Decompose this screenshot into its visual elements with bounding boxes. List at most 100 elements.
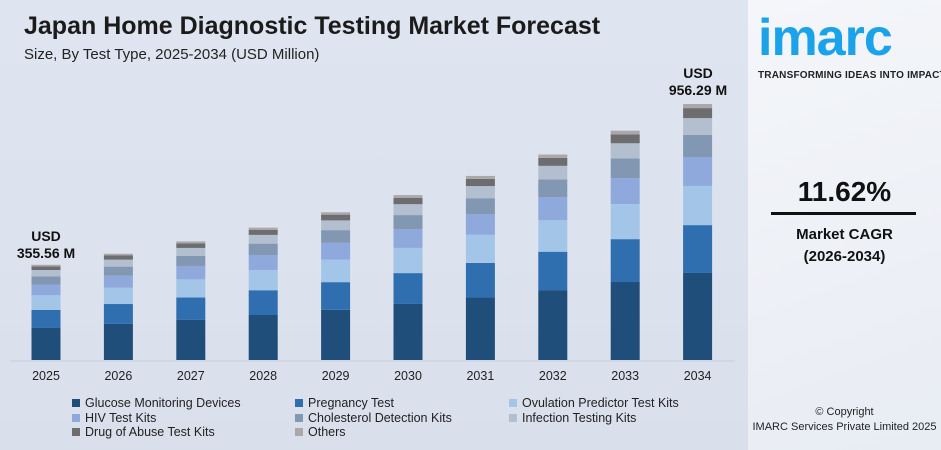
bar-segment-2026-0 — [103, 323, 133, 360]
bar-segment-2027-3 — [176, 265, 206, 280]
legend-item: Others — [295, 425, 509, 440]
bar-segment-2030-0 — [393, 303, 423, 360]
legend-label: Pregnancy Test — [308, 396, 394, 410]
legend: Glucose Monitoring Devices Pregnancy Test… — [72, 396, 709, 440]
brand-tagline: TRANSFORMING IDEAS INTO IMPACT — [758, 70, 941, 81]
bar-segment-2033-4 — [610, 158, 640, 179]
bar-segment-2031-7 — [465, 175, 495, 179]
legend-swatch — [72, 413, 80, 422]
bar-segment-2031-5 — [465, 186, 495, 199]
legend-label: Others — [308, 425, 346, 439]
legend-swatch — [72, 399, 80, 408]
chart-subtitle: Size, By Test Type, 2025-2034 (USD Milli… — [24, 46, 320, 63]
bar-segment-2027-2 — [176, 279, 206, 298]
cagr-divider — [771, 212, 916, 215]
bar-segment-2031-3 — [465, 214, 495, 235]
bar-segment-2025-4 — [31, 276, 61, 285]
bar-segment-2027-1 — [176, 297, 206, 320]
bar-segment-2030-2 — [393, 247, 423, 274]
bar-segment-2028-7 — [248, 227, 278, 230]
bar-segment-2032-1 — [538, 251, 568, 291]
legend-item: Ovulation Predictor Test Kits — [509, 396, 709, 411]
bar-segment-2025-0 — [31, 327, 61, 360]
bar-segment-2032-5 — [538, 165, 568, 180]
bar-segment-2033-6 — [610, 134, 640, 144]
bar-segment-2027-5 — [176, 247, 206, 256]
bar-segment-2032-6 — [538, 157, 568, 166]
bar-segment-2025-6 — [31, 266, 61, 271]
stacked-bar-chart: 2025 2026 2027 2028 2029 2030 2031 2032 2033 2034 — [10, 104, 735, 383]
x-tick-label: 2033 — [611, 369, 639, 383]
bar-segment-2034-5 — [683, 118, 713, 135]
x-tick-label: 2028 — [249, 369, 277, 383]
bar-segment-2034-6 — [683, 108, 713, 119]
annotation-2025-line1: USD — [31, 228, 61, 244]
bar-segment-2029-4 — [321, 230, 351, 243]
bar-segment-2033-0 — [610, 282, 640, 360]
bar-segment-2030-3 — [393, 229, 423, 248]
bar-segment-2030-5 — [393, 204, 423, 216]
legend-label: Drug of Abuse Test Kits — [85, 425, 215, 439]
x-tick-label: 2032 — [539, 369, 567, 383]
brand-panel — [748, 0, 941, 450]
bar-segment-2028-6 — [248, 229, 278, 235]
bar-segment-2026-1 — [103, 304, 133, 324]
bar-segment-2027-4 — [176, 255, 206, 266]
bar-segment-2025-5 — [31, 270, 61, 277]
x-tick-label: 2027 — [177, 369, 205, 383]
bar-segment-2029-5 — [321, 220, 351, 231]
bar-segment-2025-1 — [31, 309, 61, 328]
x-tick-label: 2031 — [466, 369, 494, 383]
copyright: © Copyright — [815, 406, 874, 418]
x-tick-label: 2025 — [32, 369, 60, 383]
legend-item: Infection Testing Kits — [509, 411, 709, 426]
bar-segment-2028-2 — [248, 269, 278, 291]
imarc-logo: imarc — [758, 9, 893, 67]
bar-segment-2028-0 — [248, 314, 278, 360]
bar-segment-2033-1 — [610, 239, 640, 283]
legend-item: HIV Test Kits — [72, 411, 295, 426]
bar-segment-2025-3 — [31, 284, 61, 296]
legend-swatch — [509, 399, 517, 408]
annotation-2025: USD 355.56 M — [10, 228, 82, 262]
bar-segment-2033-5 — [610, 143, 640, 159]
bar-segment-2029-3 — [321, 242, 351, 260]
bar-segment-2030-6 — [393, 197, 423, 205]
bar-segment-2034-2 — [683, 185, 713, 226]
legend-item: Drug of Abuse Test Kits — [72, 425, 295, 440]
legend-item: Pregnancy Test — [295, 396, 509, 411]
bar-segment-2033-2 — [610, 204, 640, 240]
legend-label: Glucose Monitoring Devices — [85, 396, 241, 410]
legend-item: Cholesterol Detection Kits — [295, 411, 509, 426]
legend-swatch — [295, 413, 303, 422]
bar-segment-2026-4 — [103, 266, 133, 276]
bar-segment-2029-2 — [321, 259, 351, 283]
bar-segment-2030-4 — [393, 215, 423, 230]
bar-segment-2034-3 — [683, 157, 713, 186]
bar-segment-2027-0 — [176, 319, 206, 360]
x-tick-label: 2029 — [322, 369, 350, 383]
bar-segment-2027-7 — [176, 241, 206, 244]
annotation-2034-line2: 956.29 M — [668, 82, 728, 98]
bar-segment-2031-2 — [465, 234, 495, 263]
bar-segment-2031-0 — [465, 297, 495, 360]
bar-segment-2029-0 — [321, 309, 351, 360]
bar-segment-2025-7 — [31, 264, 61, 267]
x-tick-label: 2026 — [104, 369, 132, 383]
bar-segment-2029-6 — [321, 214, 351, 221]
bar-segment-2033-7 — [610, 130, 640, 135]
bar-segment-2032-3 — [538, 197, 568, 221]
bar-segment-2031-1 — [465, 262, 495, 298]
bar-segment-2027-6 — [176, 243, 206, 248]
x-tick-label: 2030 — [394, 369, 422, 383]
bar-segment-2031-4 — [465, 198, 495, 215]
cagr-label: Market CAGR — [796, 226, 893, 243]
company-name: IMARC Services Private Limited 2025 — [752, 421, 937, 433]
bar-segment-2026-2 — [103, 287, 133, 305]
bar-segment-2026-7 — [103, 253, 133, 256]
legend-label: Cholesterol Detection Kits — [308, 410, 452, 425]
bar-segment-2032-7 — [538, 154, 568, 158]
bar-segment-2032-4 — [538, 179, 568, 198]
chart-title: Japan Home Diagnostic Testing Market For… — [24, 12, 601, 40]
cagr-value: 11.62% — [797, 176, 892, 207]
